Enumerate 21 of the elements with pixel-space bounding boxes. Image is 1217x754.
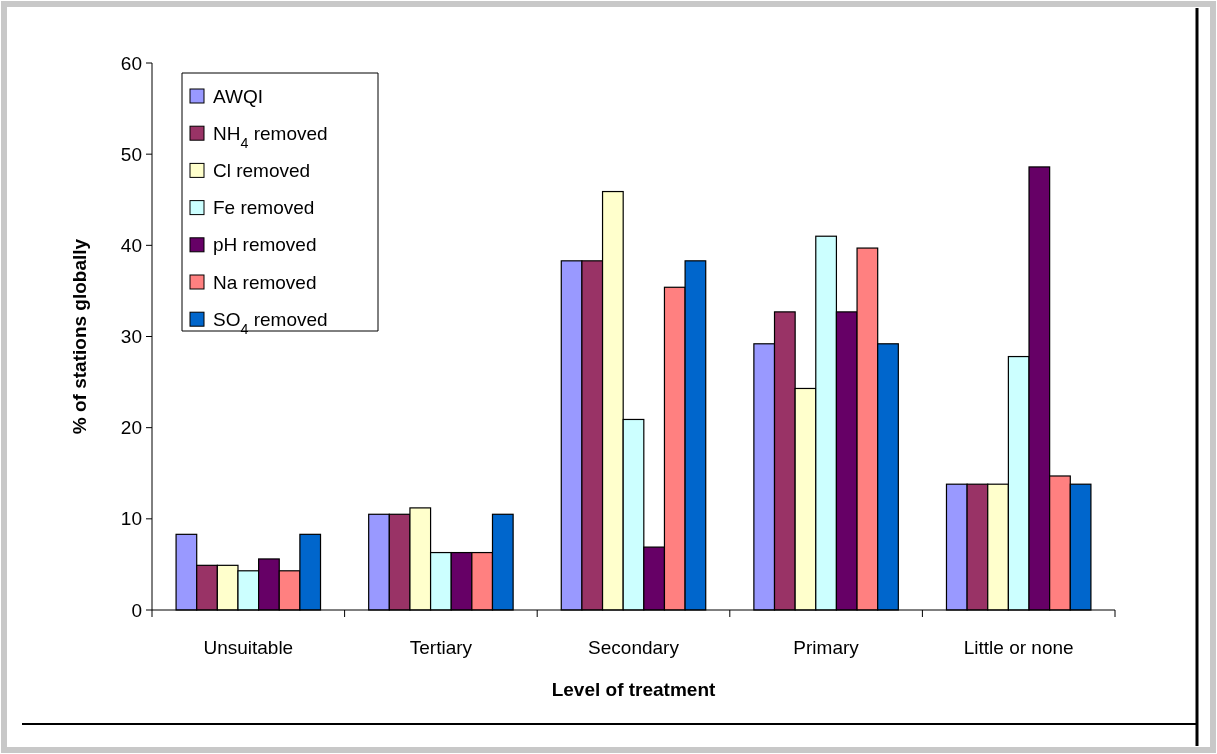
legend-label: AWQI [213,85,263,107]
x-axis-title: Level of treatment [551,679,716,700]
legend-label: pH removed [213,234,317,256]
y-tick-label: 30 [120,326,142,348]
y-tick-label: 0 [131,599,142,621]
x-tick-label: Unsuitable [203,637,294,658]
y-tick-label: 20 [120,417,142,439]
y-axis-title: % of stations globally [69,238,90,435]
legend-label: Fe removed [213,197,315,219]
legend-label: NH$_{4}$ removed [213,122,328,151]
x-tick-label: Primary [793,637,860,658]
x-tick-label: Tertiary [409,637,473,658]
y-tick-label: 50 [120,143,142,165]
y-tick-label: 10 [120,508,142,530]
x-tick-label: Little or none [963,637,1074,658]
legend-label: SO$_{4}$ removed [213,308,328,337]
legend-label: Cl removed [213,160,311,182]
y-tick-label: 40 [120,234,142,256]
y-tick-label: 60 [120,52,142,74]
legend-label: Na removed [213,271,317,293]
x-tick-label: Secondary [588,637,680,658]
